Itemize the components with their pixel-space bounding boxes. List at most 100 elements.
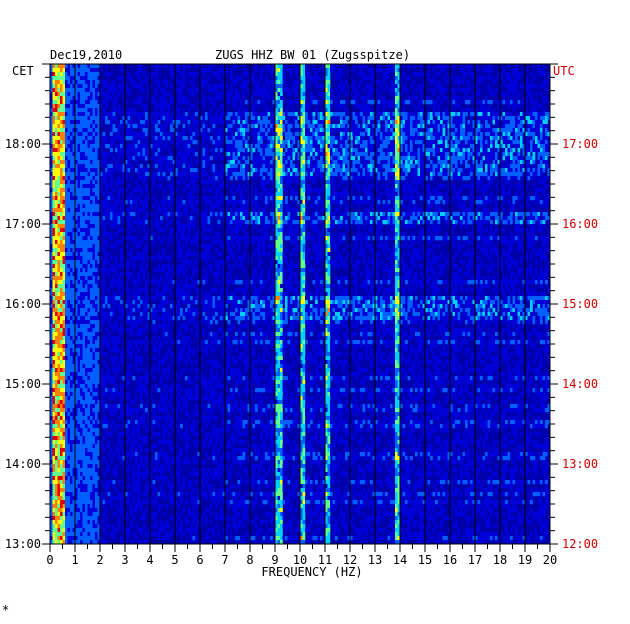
heatmap-cell	[160, 108, 163, 113]
heatmap-cell	[242, 184, 246, 189]
heatmap-cell	[180, 80, 183, 85]
heatmap-cell	[402, 144, 406, 149]
heatmap-cell	[225, 204, 228, 209]
heatmap-cell	[220, 112, 223, 117]
heatmap-cell	[270, 148, 273, 153]
heatmap-cell	[77, 108, 81, 113]
heatmap-cell	[247, 128, 251, 133]
heatmap-cell	[295, 192, 298, 197]
heatmap-cell	[392, 120, 396, 125]
heatmap-cell	[525, 176, 528, 181]
heatmap-cell	[80, 108, 83, 113]
heatmap-cell	[357, 160, 361, 165]
heatmap-cell	[75, 112, 78, 117]
heatmap-cell	[312, 128, 316, 133]
heatmap-cell	[105, 84, 108, 89]
heatmap-cell	[50, 160, 53, 165]
heatmap-cell	[545, 200, 548, 205]
heatmap-cell	[472, 168, 476, 173]
heatmap-cell	[440, 140, 443, 145]
heatmap-cell	[120, 168, 123, 173]
heatmap-cell	[397, 116, 401, 121]
heatmap-cell	[467, 164, 471, 169]
heatmap-cell	[242, 160, 246, 165]
heatmap-cell	[127, 184, 131, 189]
heatmap-cell	[537, 64, 541, 69]
heatmap-cell	[437, 72, 441, 77]
heatmap-cell	[340, 132, 343, 137]
heatmap-cell	[100, 136, 103, 141]
heatmap-cell	[360, 104, 363, 109]
heatmap-cell	[280, 156, 283, 161]
heatmap-cell	[495, 88, 498, 93]
heatmap-cell	[235, 152, 238, 157]
heatmap-cell	[457, 164, 461, 169]
heatmap-cell	[135, 100, 138, 105]
heatmap-cell	[87, 176, 91, 181]
heatmap-cell	[247, 200, 251, 205]
heatmap-cell	[517, 72, 521, 77]
heatmap-cell	[175, 116, 178, 121]
heatmap-cell	[527, 176, 531, 181]
heatmap-cell	[362, 124, 366, 129]
heatmap-cell	[402, 72, 406, 77]
heatmap-cell	[385, 168, 388, 173]
heatmap-cell	[115, 132, 118, 137]
heatmap-cell	[130, 200, 133, 205]
heatmap-cell	[167, 132, 171, 137]
heatmap-cell	[450, 96, 453, 101]
heatmap-cell	[280, 140, 283, 145]
heatmap-cell	[407, 128, 411, 133]
heatmap-cell	[355, 124, 358, 129]
heatmap-cell	[55, 72, 58, 77]
heatmap-cell	[80, 104, 83, 109]
heatmap-cell	[170, 96, 173, 101]
heatmap-cell	[307, 76, 311, 81]
heatmap-cell	[100, 204, 103, 209]
heatmap-cell	[432, 108, 436, 113]
heatmap-cell	[397, 136, 401, 141]
heatmap-cell	[152, 136, 156, 141]
heatmap-cell	[330, 128, 333, 133]
heatmap-cell	[275, 104, 278, 109]
heatmap-cell	[237, 128, 241, 133]
heatmap-cell	[237, 160, 241, 165]
heatmap-cell	[195, 72, 198, 77]
heatmap-cell	[295, 68, 298, 73]
heatmap-cell	[237, 200, 241, 205]
heatmap-cell	[487, 176, 491, 181]
heatmap-cell	[390, 140, 393, 145]
heatmap-cell	[482, 120, 486, 125]
heatmap-cell	[175, 76, 178, 81]
heatmap-cell	[195, 120, 198, 125]
heatmap-cell	[365, 148, 368, 153]
heatmap-cell	[225, 176, 228, 181]
heatmap-cell	[200, 116, 203, 121]
heatmap-cell	[487, 128, 491, 133]
heatmap-cell	[527, 152, 531, 157]
heatmap-cell	[502, 172, 506, 177]
heatmap-cell	[232, 200, 236, 205]
heatmap-cell	[62, 132, 66, 137]
heatmap-cell	[522, 172, 526, 177]
heatmap-cell	[55, 188, 58, 193]
heatmap-cell	[327, 84, 331, 89]
heatmap-cell	[495, 164, 498, 169]
heatmap-cell	[237, 136, 241, 141]
heatmap-cell	[402, 132, 406, 137]
heatmap-cell	[245, 140, 248, 145]
heatmap-cell	[80, 164, 83, 169]
heatmap-cell	[280, 92, 283, 97]
heatmap-cell	[320, 188, 323, 193]
heatmap-cell	[55, 172, 58, 177]
heatmap-cell	[335, 112, 338, 117]
heatmap-cell	[462, 88, 466, 93]
heatmap-cell	[125, 176, 128, 181]
heatmap-cell	[110, 180, 113, 185]
heatmap-cell	[422, 192, 426, 197]
heatmap-cell	[155, 80, 158, 85]
heatmap-cell	[400, 124, 403, 129]
heatmap-cell	[515, 144, 518, 149]
heatmap-cell	[350, 124, 353, 129]
heatmap-cell	[122, 96, 126, 101]
